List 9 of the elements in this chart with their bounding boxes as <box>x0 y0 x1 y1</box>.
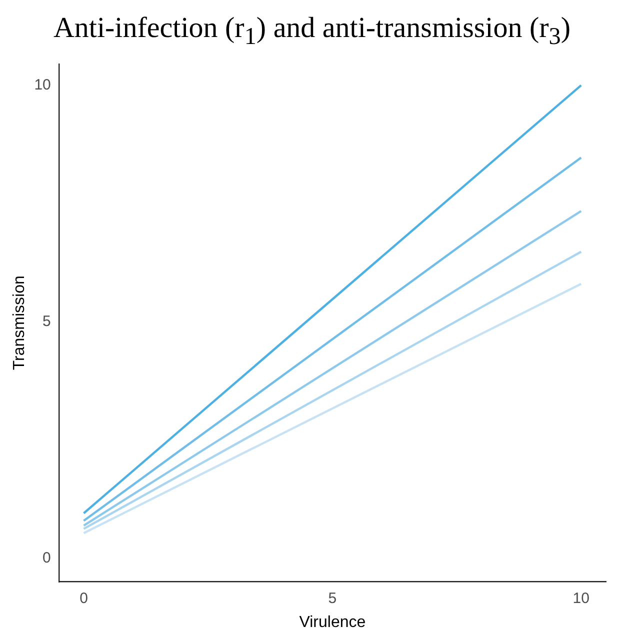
x-tick-label: 10 <box>572 590 590 607</box>
x-axis-title: Virulence <box>299 614 366 631</box>
x-tick-label: 5 <box>328 590 337 607</box>
y-tick-label: 10 <box>34 76 51 94</box>
y-axis-title: Transmission <box>11 276 28 370</box>
x-tick-label: 0 <box>80 590 88 607</box>
y-tick-label: 0 <box>42 549 51 566</box>
y-tick-label: 5 <box>42 312 51 330</box>
chart-title: Anti-infection (r$_{1}$) and anti-transmission (r$_{3}$) <box>52 11 572 52</box>
